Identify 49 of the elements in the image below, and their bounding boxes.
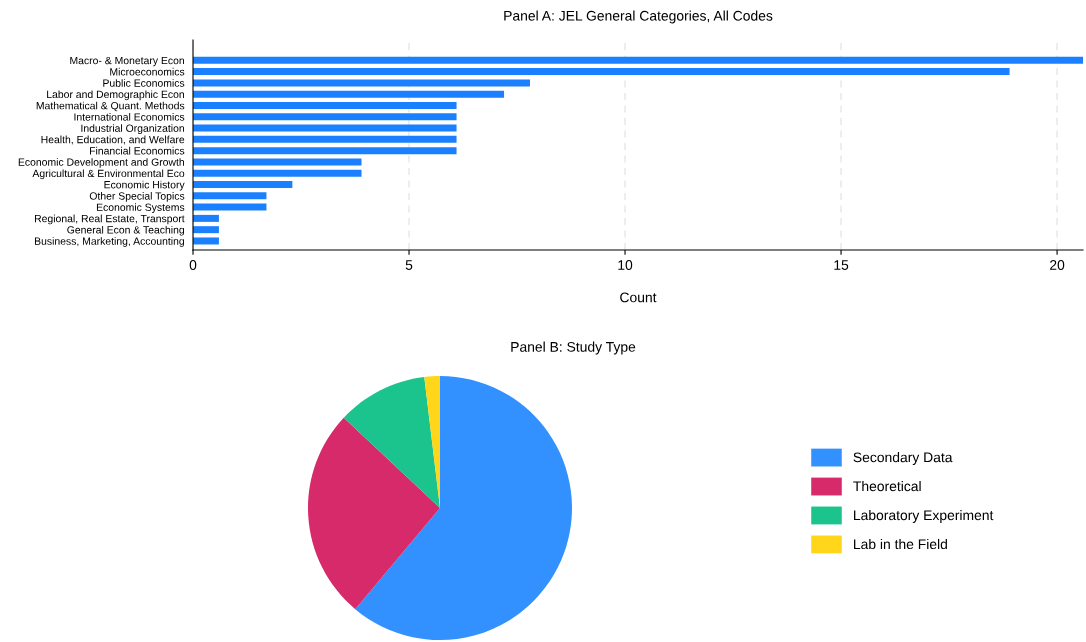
y-tick-label: Mathematical & Quant. Methods: [36, 101, 185, 112]
bar: [193, 79, 530, 87]
x-tick-label: 10: [618, 260, 633, 270]
x-tick-label: 20: [1050, 260, 1065, 270]
chart-title: Panel B: Study Type: [511, 341, 636, 355]
legend-label: Lab in the Field: [854, 538, 947, 550]
bar: [193, 169, 362, 177]
y-tick-label: Macro- & Monetary Econ: [70, 56, 184, 67]
pie-slice: [343, 376, 440, 508]
y-tick-label: Industrial Organization: [81, 124, 184, 134]
bar: [193, 124, 457, 132]
y-tick-label: Other Special Topics: [89, 192, 185, 202]
bar: [193, 56, 1083, 64]
legend-label: Secondary Data: [853, 452, 953, 465]
y-tick-label: Agricultural & Environmental Eco: [32, 169, 185, 180]
y-tick-label: General Econ & Teaching: [67, 225, 184, 236]
bar: [193, 90, 505, 98]
y-tick-label: Business, Marketing, Accounting: [34, 237, 184, 247]
y-tick-label: Economic Development and Growth: [18, 158, 184, 168]
y-tick-label: Regional, Real Estate, Transport: [34, 214, 185, 225]
x-tick-label: 15: [834, 260, 849, 270]
chart-title: Panel A: JEL General Categories, All Codes: [504, 10, 773, 24]
bar: [193, 203, 267, 211]
x-tick-label: 0: [189, 260, 197, 270]
bar: [193, 237, 219, 245]
bar: [193, 68, 1010, 76]
x-axis-title: Count: [620, 292, 657, 303]
y-tick-label: Labor and Demographic Econ: [47, 90, 184, 101]
bar: [193, 226, 219, 234]
y-tick-label: Economic Systems: [96, 203, 185, 214]
bar: [193, 135, 457, 143]
y-tick-label: Health, Education, and Welfare: [41, 135, 185, 145]
y-tick-label: Economic History: [104, 180, 185, 191]
y-tick-label: Financial Economics: [90, 146, 185, 155]
legend-label: Theoretical: [853, 481, 921, 492]
bar: [193, 101, 457, 109]
y-tick-label: Microeconomics: [110, 67, 185, 76]
pie-slice: [308, 417, 440, 610]
bar: [193, 158, 362, 166]
y-tick-label: Public Economics: [103, 79, 185, 87]
bar: [193, 147, 457, 155]
pie-slice: [355, 376, 572, 640]
bar: [193, 192, 267, 200]
bar: [193, 181, 293, 189]
bar: [193, 214, 219, 222]
y-tick-label: International Economics: [74, 113, 185, 121]
legend-label: Laboratory Experiment: [854, 509, 994, 523]
x-tick-label: 5: [405, 260, 413, 270]
bar: [193, 113, 457, 121]
